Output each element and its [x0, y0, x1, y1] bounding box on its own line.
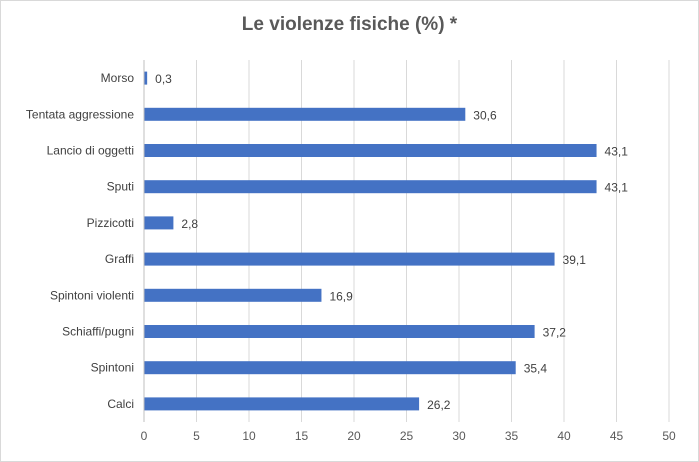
- bar: [144, 71, 148, 85]
- category-label: Sputi: [107, 180, 134, 194]
- data-label: 26,2: [427, 398, 451, 412]
- category-label: Tentata aggressione: [26, 107, 134, 121]
- bar: [144, 397, 420, 411]
- x-tick-label: 10: [242, 429, 256, 443]
- data-label: 2,8: [181, 217, 198, 231]
- bar: [144, 325, 535, 338]
- data-label: 43,1: [605, 145, 629, 159]
- x-tick-label: 50: [662, 429, 676, 443]
- data-label: 35,4: [524, 362, 548, 376]
- x-tick-label: 25: [400, 429, 414, 443]
- data-label: 39,1: [563, 253, 587, 267]
- bar: [144, 107, 466, 121]
- bar: [144, 216, 174, 230]
- bar: [144, 180, 597, 194]
- chart-title: Le violenze fisiche (%) *: [241, 14, 458, 35]
- x-tick-label: 5: [193, 429, 200, 443]
- x-tick-label: 45: [610, 429, 624, 443]
- category-label: Calci: [107, 397, 134, 411]
- bar: [144, 361, 516, 375]
- category-label: Spintoni: [91, 361, 134, 375]
- x-tick-label: 35: [505, 429, 519, 443]
- x-tick-label: 0: [141, 429, 148, 443]
- bar: [144, 144, 597, 157]
- bar: [144, 288, 322, 302]
- bar: [144, 252, 555, 266]
- x-tick-label: 30: [452, 429, 466, 443]
- data-label: 30,6: [473, 108, 497, 122]
- category-label: Morso: [101, 71, 135, 85]
- x-tick-label: 20: [347, 429, 361, 443]
- category-label: Lancio di oggetti: [47, 144, 134, 158]
- data-label: 0,3: [155, 72, 172, 86]
- data-label: 43,1: [605, 181, 629, 195]
- x-tick-label: 40: [557, 429, 571, 443]
- x-tick-label: 15: [295, 429, 309, 443]
- data-label: 16,9: [329, 289, 353, 303]
- category-label: Graffi: [105, 252, 134, 266]
- data-label: 37,2: [543, 326, 567, 340]
- category-label: Schiaffi/pugni: [62, 325, 134, 339]
- category-label: Spintoni violenti: [50, 288, 134, 302]
- category-label: Pizzicotti: [87, 216, 134, 230]
